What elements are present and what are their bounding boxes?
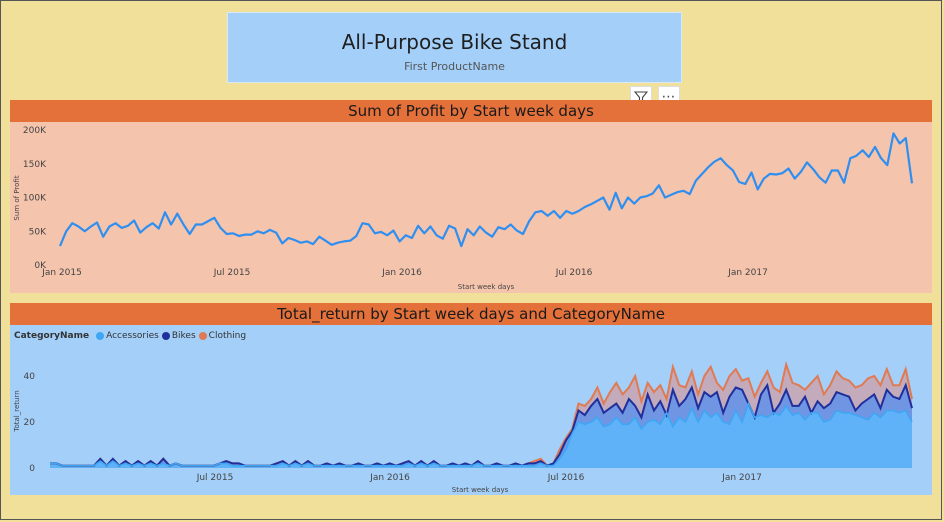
profit-chart-title: Sum of Profit by Start week days (10, 100, 932, 122)
x-tick-label: Jan 2017 (727, 268, 768, 278)
category-legend: CategoryName Accessories Bikes Clothing (14, 331, 246, 341)
x-tick-label: Jan 2016 (369, 473, 410, 483)
x-tick-label: Jul 2015 (196, 473, 234, 483)
y-tick-label: 0K (34, 261, 47, 271)
x-tick-label: Jul 2015 (213, 268, 251, 278)
legend-accessories[interactable]: Accessories (106, 331, 159, 341)
y-tick-label: 200K (23, 126, 47, 136)
return-chart-title: Total_return by Start week days and Cate… (10, 303, 932, 325)
profit-line-chart: 0K 50K 100K 150K 200K Jan 2015 Jul 2015 Jan 201… (13, 126, 914, 291)
legend-title: CategoryName (14, 331, 90, 341)
card-value: All-Purpose Bike Stand (341, 30, 568, 54)
y-tick-label: 20 (24, 418, 36, 428)
y-tick-label: 100K (23, 194, 47, 204)
y-tick-label: 0 (29, 464, 35, 474)
x-tick-label: Jul 2016 (555, 268, 593, 278)
legend-clothing[interactable]: Clothing (208, 331, 247, 341)
x-axis-label: Start week days (458, 283, 515, 291)
product-card[interactable]: All-Purpose Bike Stand First ProductName (227, 12, 682, 83)
accessories-area (50, 403, 912, 468)
legend-bikes-marker (161, 332, 170, 340)
return-area-chart: 0 20 40 Jul 2015 Jan 2016 Jul 2016 Jan 2017 Sta… (13, 360, 913, 494)
return-chart-panel[interactable]: 0 20 40 Jul 2015 Jan 2016 Jul 2016 Jan 2017 Sta… (10, 325, 932, 495)
y-axis-label: Sum of Profit (13, 175, 21, 220)
profit-chart-panel[interactable]: 0K 50K 100K 150K 200K Jan 2015 Jul 2015 Jan 201… (10, 122, 932, 293)
y-axis-label: Total_return (13, 390, 21, 432)
x-tick-label: Jul 2016 (547, 473, 585, 483)
legend-clothing-marker (198, 332, 207, 340)
y-tick-label: 40 (24, 372, 36, 382)
legend-accessories-marker (96, 332, 105, 340)
card-label: First ProductName (404, 60, 505, 73)
legend-bikes[interactable]: Bikes (171, 331, 196, 341)
profit-series-line (58, 132, 914, 248)
accessories-series-line (50, 401, 913, 467)
x-tick-label: Jan 2015 (41, 268, 82, 278)
y-tick-label: 50K (29, 227, 47, 237)
x-axis-label: Start week days (452, 486, 509, 494)
y-tick-label: 150K (23, 160, 47, 170)
x-tick-label: Jan 2016 (381, 268, 422, 278)
x-tick-label: Jan 2017 (721, 473, 762, 483)
